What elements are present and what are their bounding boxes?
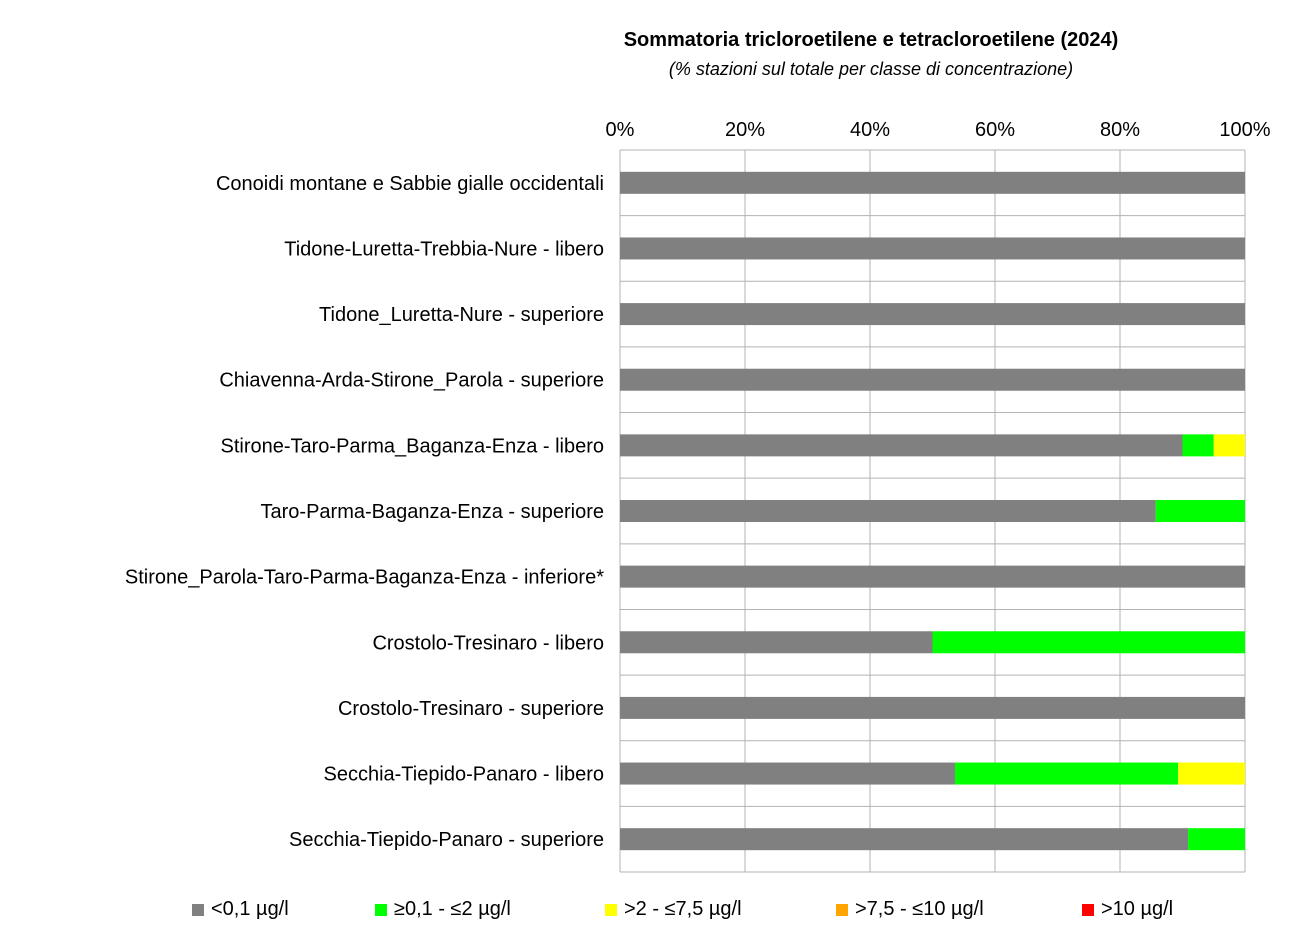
x-tick-label: 100% — [1219, 119, 1270, 141]
chart-title: Sommatoria tricloroetilene e tetracloroe… — [623, 29, 1119, 51]
chart-subtitle: (% stazioni sul totale per classe di con… — [668, 59, 1074, 79]
category-label: Secchia-Tiepido-Panaro - superiore — [289, 829, 604, 851]
bar-segment — [620, 500, 1156, 522]
bar-segment — [620, 303, 1245, 326]
category-label: Secchia-Tiepido-Panaro - libero — [323, 764, 604, 786]
bar-segment — [620, 631, 933, 654]
legend-swatch — [1082, 903, 1094, 916]
bar-segment — [620, 828, 1189, 851]
legend-item: <0,1 µg/l — [192, 898, 289, 921]
bar-segment — [620, 565, 1245, 588]
category-label: Taro-Parma-Baganza-Enza - superiore — [261, 501, 605, 523]
x-tick-label: 40% — [850, 119, 890, 141]
x-tick-label: 0% — [606, 119, 635, 141]
legend-item: >7,5 - ≤10 µg/l — [836, 898, 984, 921]
bar-segment — [1182, 434, 1214, 457]
legend-swatch — [375, 903, 387, 916]
x-tick-label: 20% — [725, 119, 765, 141]
bar-segment — [1178, 762, 1245, 785]
bar-segment — [620, 368, 1245, 391]
category-label: Stirone-Taro-Parma_Baganza-Enza - libero — [220, 435, 604, 457]
category-label: Crostolo-Tresinaro - superiore — [338, 698, 604, 720]
legend-label: >2 - ≤7,5 µg/l — [624, 898, 742, 920]
legend-item: >10 µg/l — [1082, 898, 1173, 921]
x-tick-label: 80% — [1100, 119, 1140, 141]
category-label: Stirone_Parola-Taro-Parma-Baganza-Enza -… — [125, 567, 604, 589]
legend-item: ≥0,1 - ≤2 µg/l — [375, 898, 511, 921]
legend-label: >7,5 - ≤10 µg/l — [855, 898, 984, 920]
bar-segment — [620, 762, 955, 785]
bar-segment — [1155, 500, 1245, 522]
stacked-bar-chart: 0% 20% 40% 60% 80% 100% Conoidi montane e Sab… — [125, 119, 1271, 873]
legend-label: <0,1 µg/l — [211, 898, 289, 920]
bar-segment — [620, 171, 1245, 194]
legend-label: ≥0,1 - ≤2 µg/l — [394, 898, 511, 920]
x-axis-ticks: 0% 20% 40% 60% 80% 100% — [606, 119, 1271, 141]
category-label: Chiavenna-Arda-Stirone_Parola - superior… — [219, 370, 604, 392]
bar-segment — [955, 762, 1179, 785]
legend-swatch — [605, 903, 617, 916]
legend-swatch — [836, 903, 848, 916]
bar-segment — [620, 237, 1245, 260]
bars — [620, 171, 1245, 851]
bar-segment — [620, 434, 1183, 457]
category-label: Conoidi montane e Sabbie gialle occident… — [216, 173, 604, 195]
bar-segment — [1213, 434, 1245, 457]
legend-label: >10 µg/l — [1101, 898, 1174, 920]
legend-swatch — [192, 903, 204, 916]
category-label: Tidone-Luretta-Trebbia-Nure - libero — [284, 238, 604, 260]
bar-segment — [932, 631, 1245, 654]
category-label: Tidone_Luretta-Nure - superiore — [319, 304, 604, 326]
x-tick-label: 60% — [975, 119, 1015, 141]
legend-item: >2 - ≤7,5 µg/l — [605, 898, 742, 921]
category-label: Crostolo-Tresinaro - libero — [372, 632, 604, 654]
legend: <0,1 µg/l ≥0,1 - ≤2 µg/l >2 - ≤7,5 µg/l >7,… — [0, 898, 1299, 928]
bar-segment — [1188, 828, 1245, 851]
bar-segment — [620, 696, 1245, 719]
category-labels: Conoidi montane e Sabbie gialle occident… — [125, 173, 604, 851]
